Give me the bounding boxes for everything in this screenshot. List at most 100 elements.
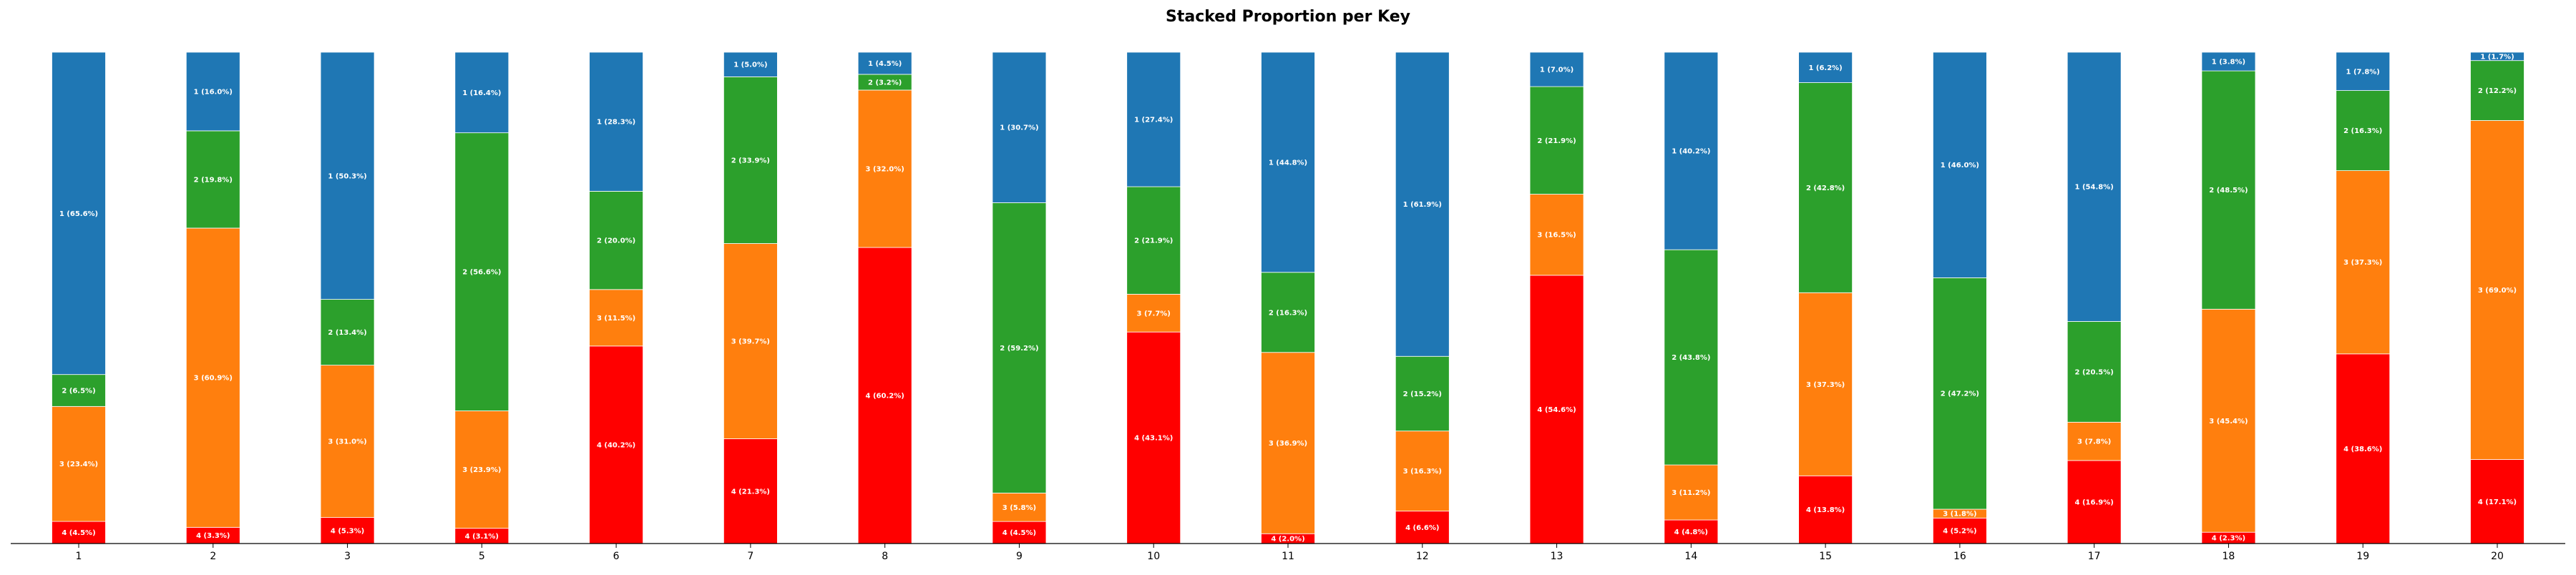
bar-stack-6: 4 (40.2%) 3 (11.5%) 2 (20.0%) 1 (28.3%) — [589, 51, 644, 544]
segment-label-9-series-1: 1 (30.7%) — [1000, 124, 1038, 132]
segment-label-2-series-3: 3 (60.9%) — [194, 375, 233, 383]
bar-segment-3-series-1 — [320, 51, 375, 300]
segment-label-8-series-1: 1 (4.5%) — [868, 60, 902, 68]
segment-label-10-series-1: 1 (27.4%) — [1134, 117, 1173, 124]
bar-segment-17-series-3 — [2067, 421, 2122, 461]
segment-label-20-series-1: 1 (1.7%) — [2480, 53, 2514, 61]
segment-label-12-series-2: 2 (15.2%) — [1403, 390, 1442, 398]
bar-segment-3-series-3 — [320, 365, 375, 518]
x-tick-label-10: 10 — [1147, 551, 1160, 562]
bars-layer: 4 (4.5%) 3 (23.4%) 2 (6.5%) 1 (65.6%) 4 (3.3… — [52, 51, 2524, 544]
bar-stack-5: 4 (3.1%) 3 (23.9%) 2 (56.6%) 1 (16.4%) — [454, 51, 509, 544]
bar-segment-20-series-1 — [2470, 51, 2524, 62]
x-tick-label-1: 1 — [76, 551, 82, 562]
segment-label-12-series-1: 1 (61.9%) — [1403, 201, 1442, 209]
bar-stack-12: 4 (6.6%) 3 (16.3%) 2 (15.2%) 1 (61.9%) — [1395, 51, 1450, 544]
x-tick-label-3: 3 — [344, 551, 351, 562]
bar-segment-20-series-3 — [2470, 120, 2524, 460]
bar-stack-11: 4 (2.0%) 3 (36.9%) 2 (16.3%) 1 (44.8%) — [1261, 51, 1315, 544]
bar-segment-9-series-3 — [992, 492, 1047, 522]
bar-segment-11-series-3 — [1261, 352, 1315, 534]
segment-label-20-series-4: 4 (17.1%) — [2478, 498, 2517, 506]
bar-segment-5-series-3 — [454, 411, 509, 529]
x-tick-label-16: 16 — [1953, 551, 1966, 562]
segment-label-13-series-1: 1 (7.0%) — [1540, 67, 1574, 74]
bar-segment-9-series-1 — [992, 51, 1047, 203]
segment-label-7-series-3: 3 (39.7%) — [731, 338, 770, 346]
bar-segment-1-series-2 — [52, 374, 106, 407]
bar-stack-16: 4 (5.2%) 3 (1.8%) 2 (47.2%) 1 (46.0%) — [1932, 51, 1987, 544]
bar-segment-7-series-4 — [723, 438, 778, 544]
bar-segment-12-series-3 — [1395, 431, 1450, 512]
bar-segment-14-series-1 — [1664, 51, 1719, 250]
segment-label-5-series-2: 2 (56.6%) — [462, 269, 501, 277]
bar-segment-1-series-3 — [52, 406, 106, 522]
bar-segment-19-series-1 — [2336, 51, 2391, 91]
bar-segment-16-series-1 — [1932, 51, 1987, 278]
segment-label-17-series-2: 2 (20.5%) — [2075, 368, 2114, 376]
bar-segment-3-series-4 — [320, 517, 375, 544]
segment-label-1-series-3: 3 (23.4%) — [59, 461, 98, 468]
segment-label-18-series-2: 2 (48.5%) — [2209, 187, 2248, 195]
segment-label-14-series-3: 3 (11.2%) — [1672, 489, 1710, 497]
segment-label-2-series-2: 2 (19.8%) — [194, 176, 233, 184]
bar-segment-11-series-2 — [1261, 272, 1315, 353]
bar-stack-10: 4 (43.1%) 3 (7.7%) 2 (21.9%) 1 (27.4%) — [1126, 51, 1181, 544]
bar-segment-19-series-4 — [2336, 353, 2391, 544]
segment-label-6-series-3: 3 (11.5%) — [597, 315, 635, 323]
segment-label-3-series-1: 1 (50.3%) — [328, 172, 366, 180]
bar-stack-2: 4 (3.3%) 3 (60.9%) 2 (19.8%) 1 (16.0%) — [185, 51, 240, 544]
bar-segment-5-series-1 — [454, 51, 509, 134]
x-tick-label-14: 14 — [1684, 551, 1697, 562]
bar-segment-3-series-2 — [320, 299, 375, 366]
x-tick-label-7: 7 — [747, 551, 753, 562]
bar-segment-2-series-2 — [185, 130, 240, 229]
x-tick-label-9: 9 — [1016, 551, 1023, 562]
segment-label-7-series-2: 2 (33.9%) — [731, 157, 770, 164]
x-tick-label-18: 18 — [2223, 551, 2235, 562]
bar-segment-13-series-4 — [1529, 275, 1584, 544]
bar-segment-20-series-4 — [2470, 459, 2524, 544]
bar-segment-10-series-4 — [1126, 331, 1181, 544]
segment-label-2-series-4: 4 (3.3%) — [196, 532, 230, 540]
segment-label-20-series-2: 2 (12.2%) — [2478, 87, 2517, 95]
bar-segment-15-series-3 — [1798, 292, 1853, 476]
segment-label-3-series-3: 3 (31.0%) — [328, 438, 366, 446]
segment-label-11-series-2: 2 (16.3%) — [1269, 309, 1307, 317]
bar-segment-7-series-2 — [723, 76, 778, 244]
x-tick-label-13: 13 — [1551, 551, 1563, 562]
segment-label-3-series-2: 2 (13.4%) — [328, 329, 366, 337]
bar-segment-15-series-1 — [1798, 51, 1853, 83]
bar-segment-18-series-1 — [2201, 51, 2256, 72]
bar-stack-13: 4 (54.6%) 3 (16.5%) 2 (21.9%) 1 (7.0%) — [1529, 51, 1584, 544]
bar-segment-1-series-4 — [52, 521, 106, 544]
bar-segment-13-series-3 — [1529, 194, 1584, 276]
segment-label-16-series-3: 3 (1.8%) — [1943, 511, 1976, 519]
bar-segment-7-series-3 — [723, 243, 778, 439]
segment-label-14-series-2: 2 (43.8%) — [1672, 354, 1710, 362]
x-tick-label-12: 12 — [1416, 551, 1429, 562]
bar-segment-2-series-1 — [185, 51, 240, 132]
bar-stack-9: 4 (4.5%) 3 (5.8%) 2 (59.2%) 1 (30.7%) — [992, 51, 1047, 544]
segment-label-17-series-4: 4 (16.9%) — [2075, 498, 2114, 506]
bar-segment-19-series-3 — [2336, 170, 2391, 355]
bar-segment-16-series-2 — [1932, 277, 1987, 510]
bar-segment-15-series-4 — [1798, 475, 1853, 544]
x-tick-label-15: 15 — [1819, 551, 1832, 562]
segment-label-8-series-3: 3 (32.0%) — [866, 165, 904, 173]
segment-label-1-series-2: 2 (6.5%) — [62, 387, 95, 395]
segment-label-2-series-1: 1 (16.0%) — [194, 88, 233, 96]
segment-label-19-series-3: 3 (37.3%) — [2343, 259, 2382, 267]
segment-label-15-series-3: 3 (37.3%) — [1806, 381, 1845, 389]
segment-label-5-series-3: 3 (23.9%) — [462, 466, 501, 474]
segment-label-11-series-3: 3 (36.9%) — [1269, 440, 1307, 448]
segment-label-7-series-1: 1 (5.0%) — [733, 62, 767, 69]
bar-segment-14-series-3 — [1664, 464, 1719, 521]
segment-label-5-series-4: 4 (3.1%) — [465, 533, 499, 541]
bar-stack-8: 4 (60.2%) 3 (32.0%) 2 (3.2%) 1 (4.5%) — [857, 51, 912, 544]
x-tick-label-11: 11 — [1282, 551, 1294, 562]
segment-label-18-series-1: 1 (3.8%) — [2212, 59, 2245, 67]
bar-segment-15-series-2 — [1798, 82, 1853, 293]
segment-label-15-series-1: 1 (6.2%) — [1808, 64, 1842, 72]
